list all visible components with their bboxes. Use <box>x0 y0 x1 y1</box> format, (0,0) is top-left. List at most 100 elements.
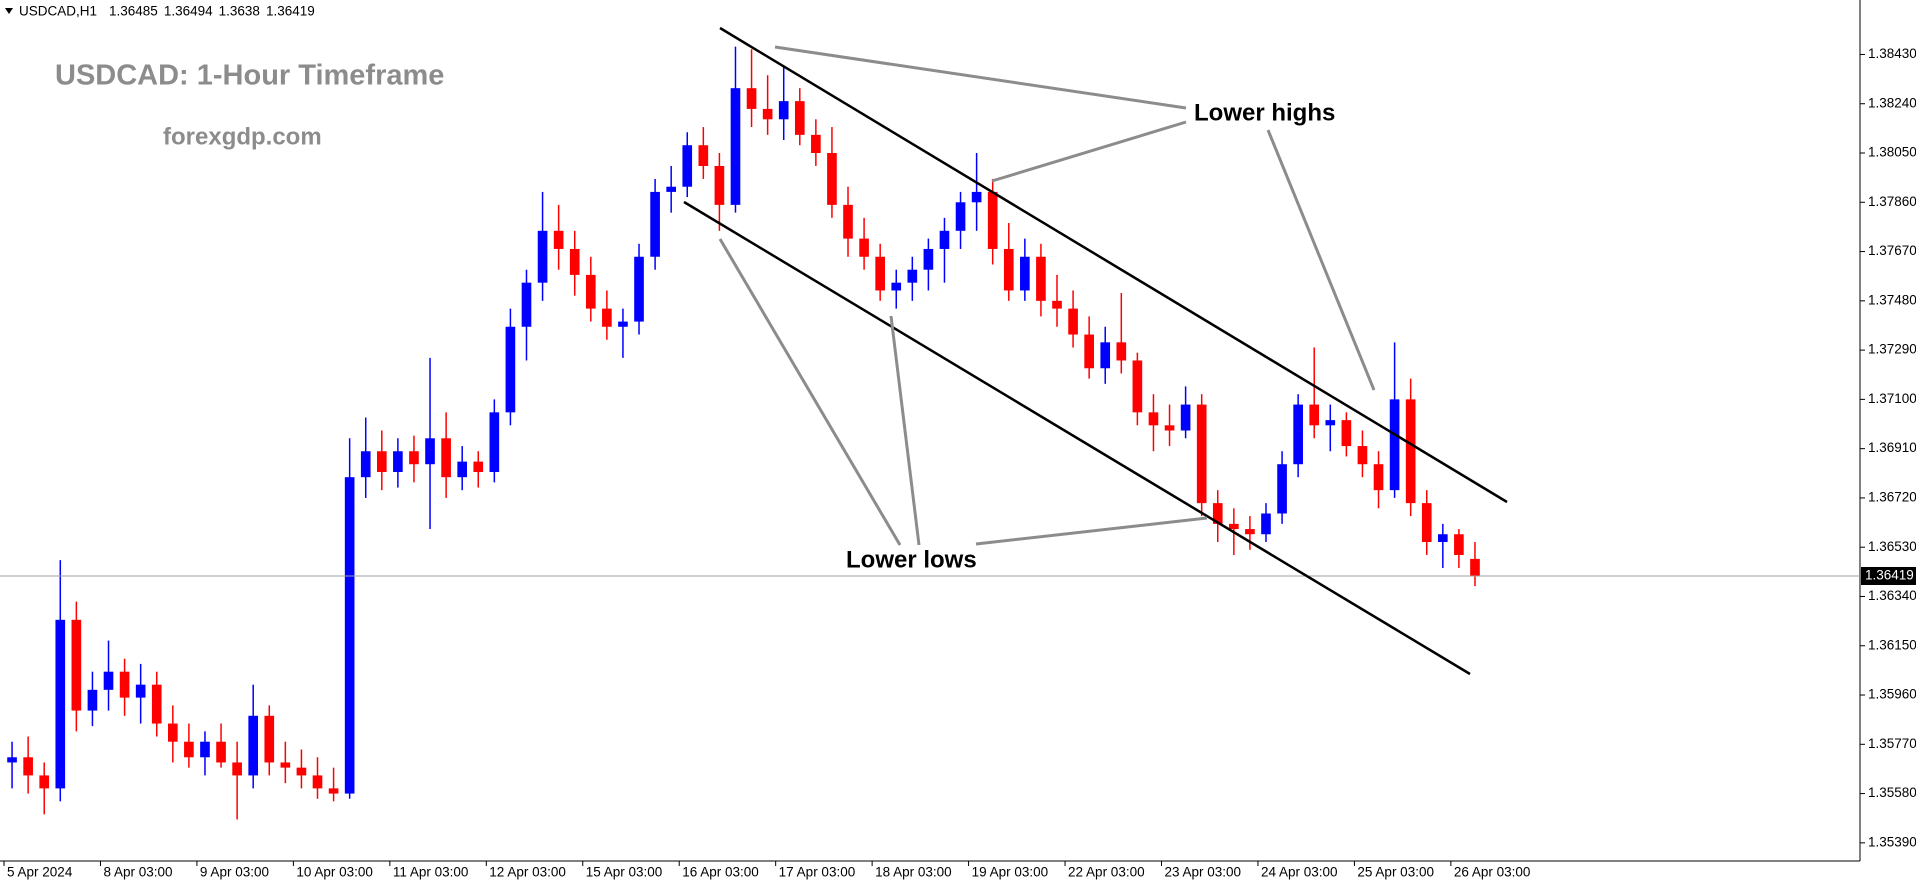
header-value: 1.36494 <box>164 4 213 19</box>
header-value: 1.36419 <box>266 4 315 19</box>
candle-body <box>585 274 596 309</box>
x-tick-label: 19 Apr 03:00 <box>972 865 1049 880</box>
candle-body <box>151 684 162 724</box>
candle-body <box>7 757 17 763</box>
y-tick-label: 1.37290 <box>1868 342 1916 357</box>
candle-body <box>553 230 564 249</box>
candle-body <box>312 775 323 789</box>
candle-body <box>1003 248 1014 291</box>
candle-body <box>55 619 66 789</box>
candle-body <box>1421 503 1432 543</box>
candle-body <box>1293 404 1303 465</box>
annotation-line <box>774 45 1187 110</box>
chart-title: USDCAD: 1-Hour Timeframe <box>55 60 444 92</box>
candle-body <box>698 145 709 166</box>
header-symbol: USDCAD,H1 <box>19 4 97 19</box>
candle-body <box>1261 513 1271 535</box>
candle-body <box>714 165 725 205</box>
annotation-line <box>991 120 1187 183</box>
candle-body <box>1309 404 1320 426</box>
candle-body <box>39 775 50 789</box>
x-tick-label: 12 Apr 03:00 <box>489 865 566 880</box>
candle-body <box>811 134 821 154</box>
x-tick-label: 24 Apr 03:00 <box>1261 865 1338 880</box>
candle-body <box>360 451 371 478</box>
candle-body <box>1470 558 1480 576</box>
x-tick-label: 23 Apr 03:00 <box>1164 865 1241 880</box>
candle-body <box>843 204 853 239</box>
candle-body <box>376 451 387 472</box>
candle-body <box>987 191 998 249</box>
candle-body <box>618 321 628 327</box>
candle-body <box>923 248 934 270</box>
y-tick-label: 1.38430 <box>1868 46 1916 61</box>
candle-body <box>1180 404 1191 431</box>
menu-arrow-icon[interactable] <box>5 8 13 14</box>
annotation-line <box>1266 129 1376 391</box>
candle-body <box>232 762 242 776</box>
lower-channel-line <box>683 200 1471 676</box>
candle-body <box>393 451 403 472</box>
annotation: Lower highs <box>1194 99 1335 126</box>
upper-channel-line <box>719 26 1508 504</box>
annotation-line <box>718 238 902 546</box>
candle-body <box>135 684 146 698</box>
annotation: Lower lows <box>846 546 977 573</box>
candle-body <box>569 248 580 275</box>
candle-body <box>1116 342 1127 361</box>
candle-body <box>1405 399 1416 504</box>
candle-body <box>280 762 291 768</box>
candle-body <box>1389 399 1400 491</box>
candle-body <box>1132 360 1143 413</box>
candle-body <box>602 308 612 327</box>
candle-body <box>216 741 226 763</box>
candle-body <box>955 202 966 231</box>
candle-body <box>1357 446 1368 465</box>
y-tick-label: 1.37100 <box>1868 391 1916 406</box>
candle-body <box>730 88 741 205</box>
y-tick-label: 1.35960 <box>1868 687 1916 702</box>
candle-body <box>1245 529 1255 535</box>
header-value: 1.36485 <box>109 4 158 19</box>
candle-body <box>1020 256 1030 291</box>
candle-body <box>1148 412 1159 426</box>
candle-body <box>505 326 516 413</box>
x-tick-label: 22 Apr 03:00 <box>1068 865 1145 880</box>
candle-body <box>1196 404 1207 504</box>
candle-body <box>827 153 837 205</box>
x-tick-label: 5 Apr 2024 <box>7 865 73 880</box>
candle-body <box>409 451 419 465</box>
y-tick-label: 1.35770 <box>1868 736 1916 751</box>
candle-body <box>441 438 451 478</box>
candle-body <box>167 723 178 742</box>
candle-body <box>1438 534 1448 543</box>
candle-body <box>23 757 33 776</box>
candle-body <box>891 282 902 291</box>
candle-body <box>264 715 275 763</box>
y-tick-label: 1.37860 <box>1868 194 1916 209</box>
candle-body <box>1229 523 1239 530</box>
candle-body <box>1277 464 1287 514</box>
candle-body <box>200 741 210 758</box>
candle-body <box>87 689 98 711</box>
candle-body <box>344 477 355 794</box>
y-tick-label: 1.38240 <box>1868 95 1916 110</box>
candle-body <box>473 461 484 472</box>
candle-body <box>1454 534 1464 555</box>
candle-body <box>778 101 789 120</box>
y-tick-label: 1.37670 <box>1868 243 1916 258</box>
x-tick-label: 16 Apr 03:00 <box>682 865 759 880</box>
candle-body <box>794 101 805 135</box>
candle-body <box>666 186 676 192</box>
x-tick-label: 18 Apr 03:00 <box>875 865 952 880</box>
candle-body <box>328 788 339 794</box>
candle-body <box>1341 420 1352 447</box>
x-tick-label: 8 Apr 03:00 <box>103 865 172 880</box>
candle-body <box>1068 308 1078 335</box>
annotation-line <box>975 516 1208 546</box>
candle-body <box>971 191 982 203</box>
candle-body <box>1100 342 1111 369</box>
